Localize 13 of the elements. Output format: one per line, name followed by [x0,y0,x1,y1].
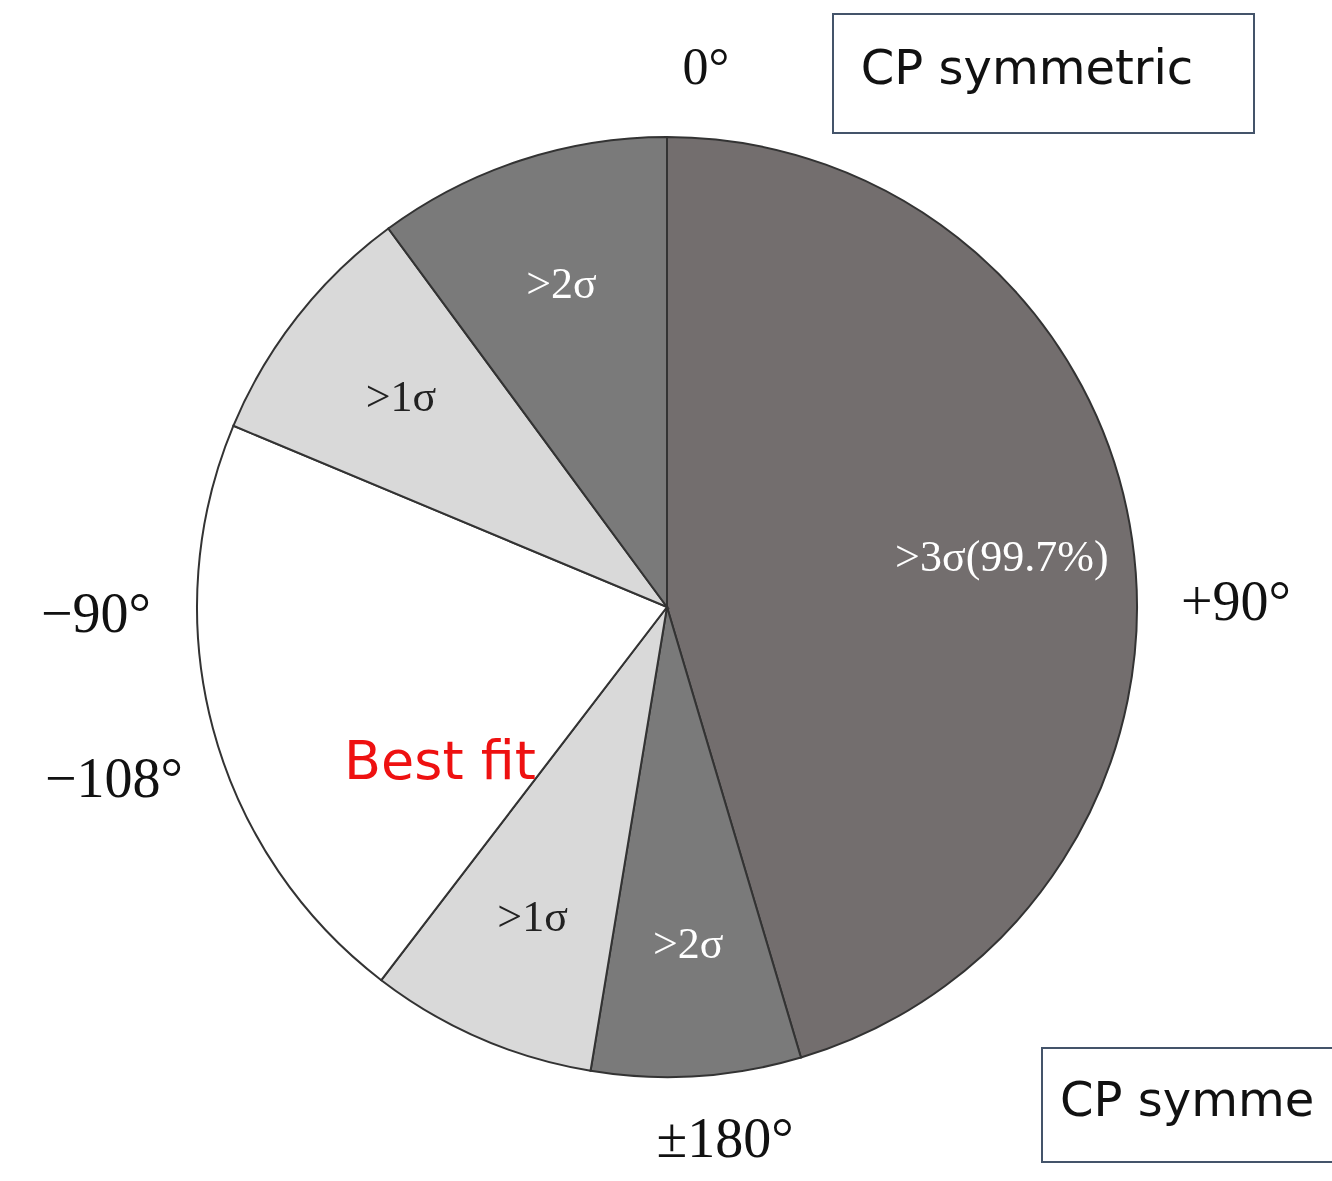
slice-label: >3σ(99.7%) [895,532,1109,582]
text: 0° [682,38,730,95]
slice-label: >2σ [526,259,597,309]
text: CP symmetric [860,39,1194,95]
text: +90° [1181,570,1291,632]
slice-label: >2σ [652,918,724,968]
text: −90° [41,582,151,644]
text: ±180° [656,1107,794,1169]
text: −108° [45,747,183,809]
slice-label: >1σ [497,891,569,941]
slice-label: >1σ [365,371,437,421]
text: CP symme [1060,1071,1315,1127]
text: Best fit [344,729,536,792]
